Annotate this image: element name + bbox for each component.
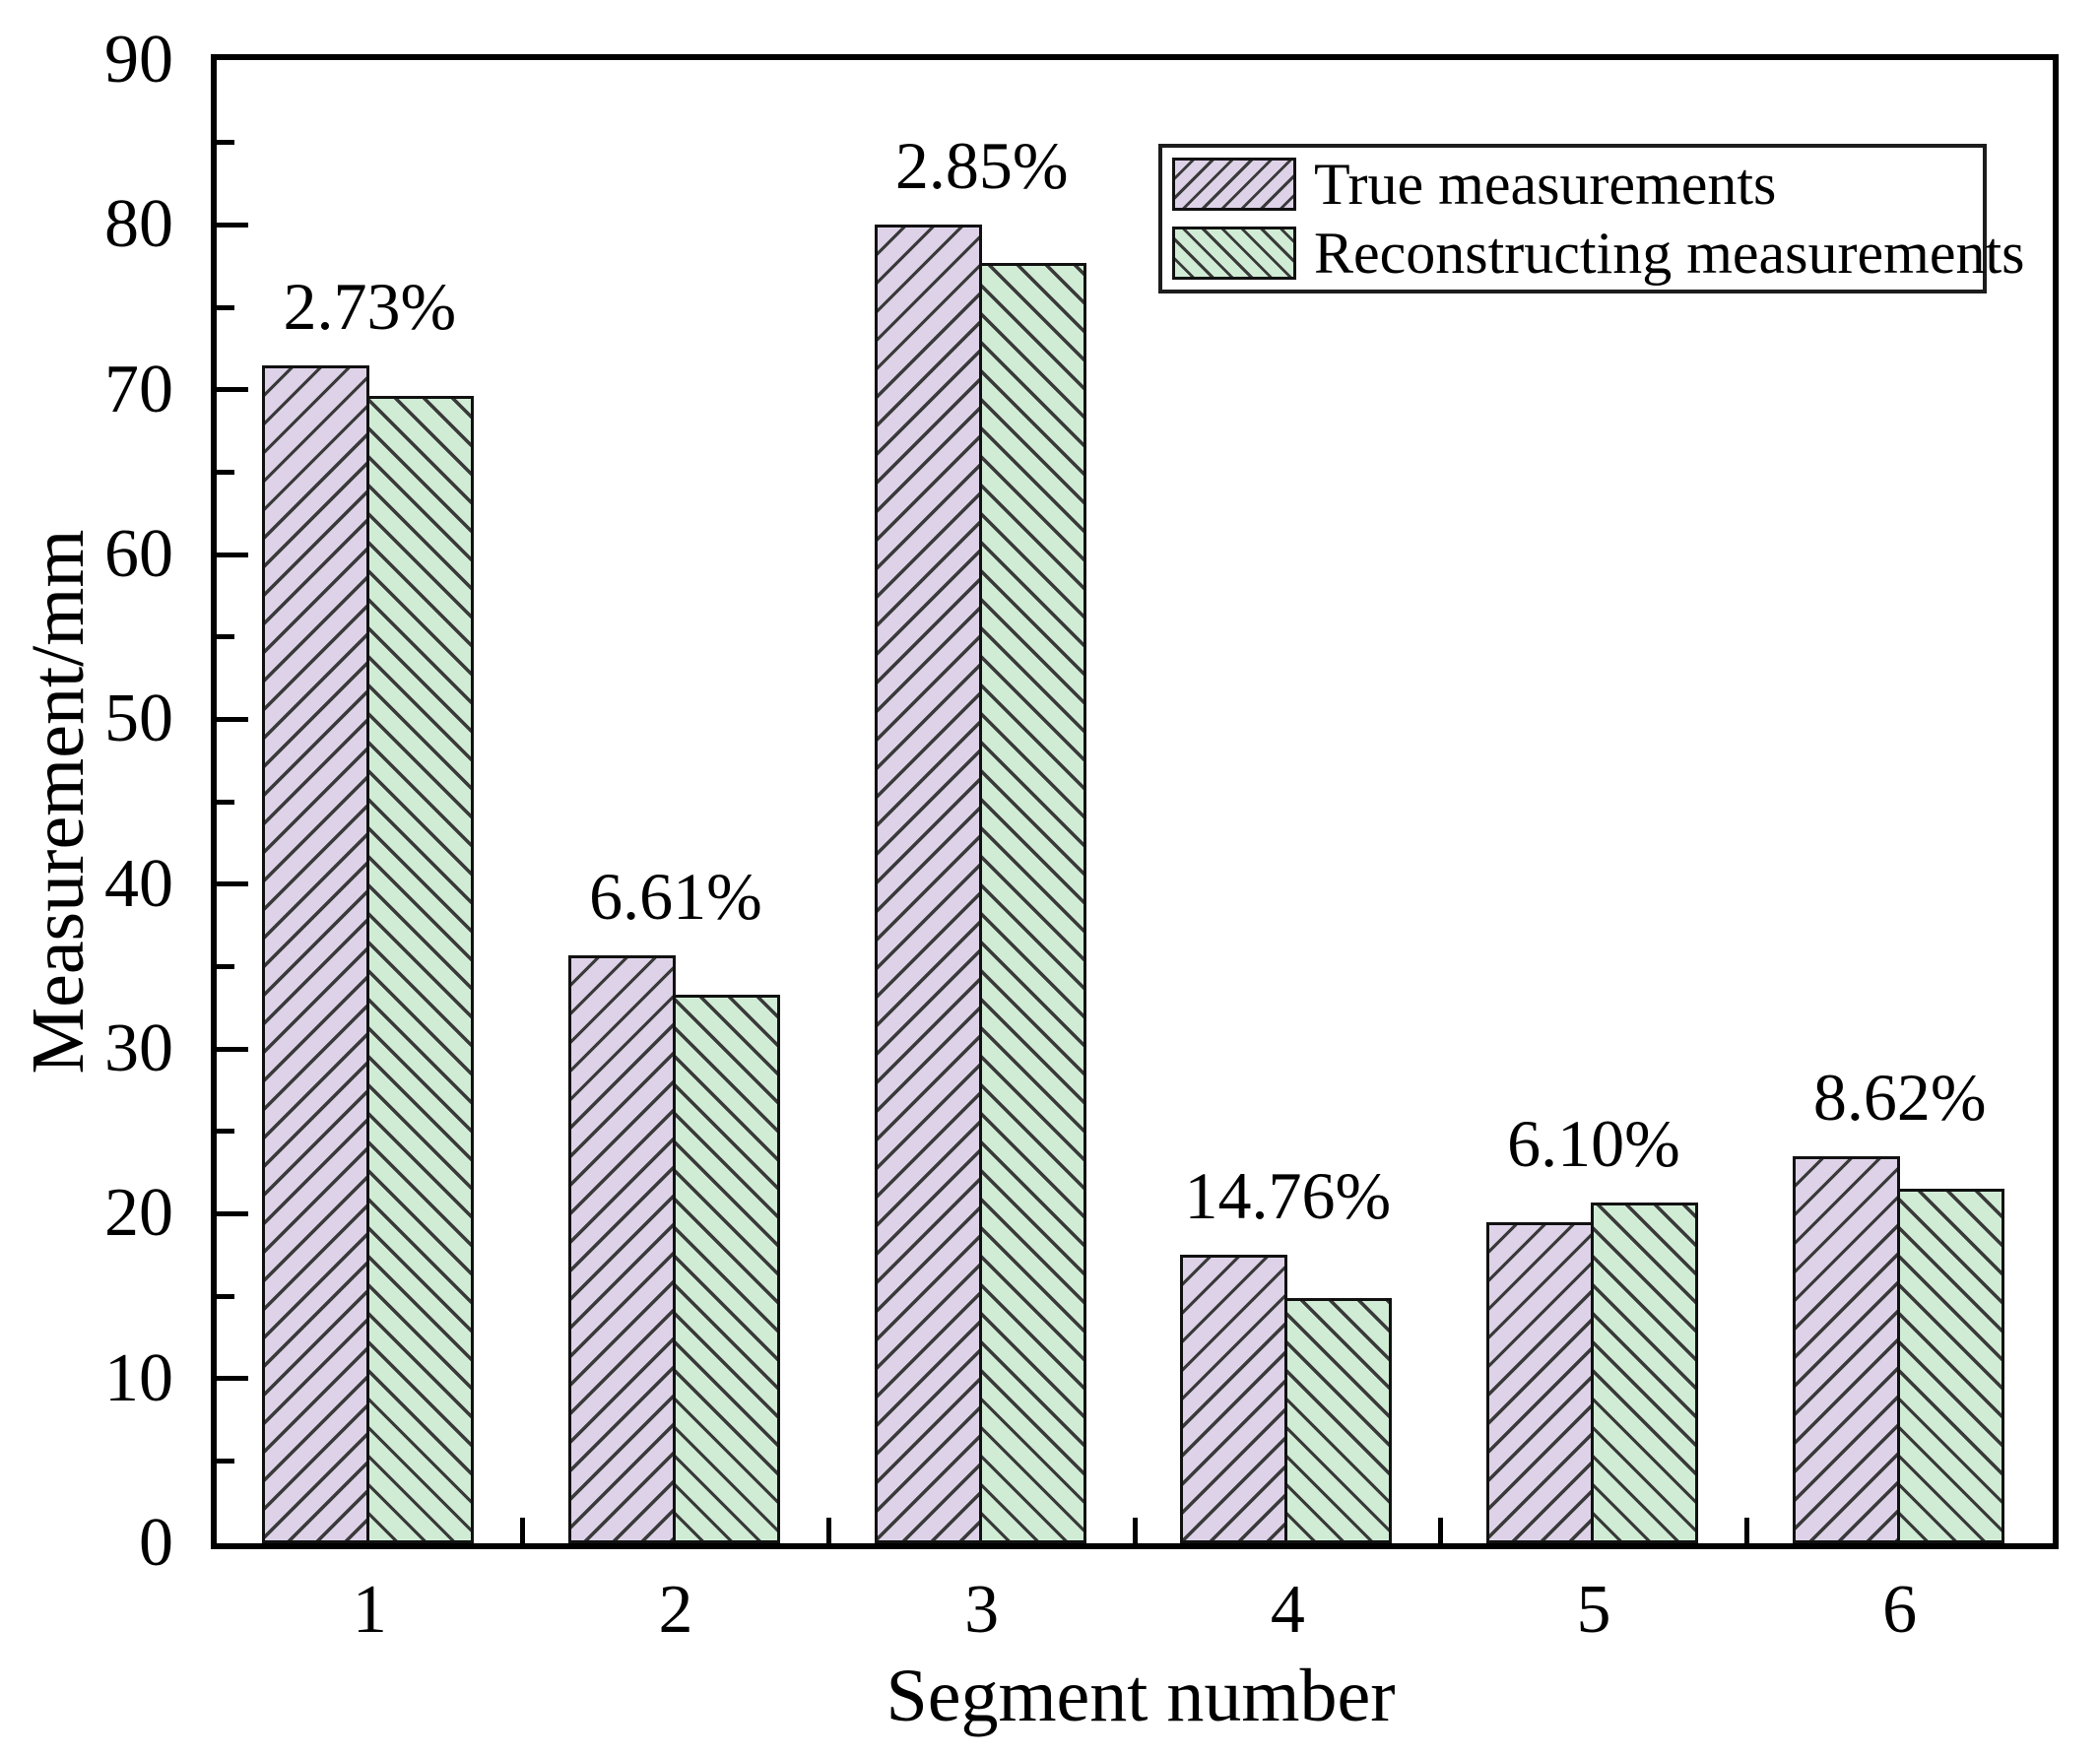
y-tick-label-90: 90 [104, 22, 173, 98]
bar-true-seg5 [1486, 1221, 1594, 1543]
y-tick-label-30: 30 [104, 1010, 173, 1086]
y-axis-title: Measurement/mm [17, 529, 99, 1074]
bar-recon-seg6 [1896, 1189, 2004, 1543]
x-axis-tick [1438, 1518, 1444, 1543]
bar-recon-seg2 [673, 994, 780, 1543]
x-tick-label-5: 5 [1576, 1572, 1611, 1648]
y-tick-label-50: 50 [104, 681, 173, 757]
legend-item-recon: Reconstructing measurements [1172, 224, 2024, 283]
y-axis-minor-tick [217, 634, 234, 640]
bar-recon-seg3 [978, 262, 1086, 1543]
x-tick-label-4: 4 [1270, 1572, 1305, 1648]
y-axis-major-tick [217, 1376, 248, 1382]
y-tick-label-0: 0 [139, 1505, 173, 1581]
y-axis-minor-tick [217, 304, 234, 310]
x-axis-tick [520, 1518, 526, 1543]
bar-true-seg6 [1792, 1155, 1900, 1543]
legend-label-recon: Reconstructing measurements [1314, 221, 2025, 286]
error-annotation-seg5: 6.10% [1507, 1105, 1680, 1181]
y-axis-minor-tick [217, 963, 234, 969]
y-axis-minor-tick [217, 469, 234, 475]
y-axis-minor-tick [217, 1129, 234, 1135]
x-tick-label-1: 1 [352, 1572, 387, 1648]
purple-forward-hatch-swatch [1172, 158, 1296, 211]
error-annotation-seg3: 2.85% [894, 128, 1069, 204]
y-tick-label-60: 60 [104, 516, 173, 592]
bar-recon-seg5 [1591, 1202, 1698, 1543]
plot-area: 2.73% 6.61% 2.85% 14.76% 6.10% 8.62% [211, 54, 2059, 1549]
y-axis-major-tick [217, 881, 248, 887]
error-annotation-seg1: 2.73% [283, 268, 457, 344]
bar-true-seg1 [262, 364, 370, 1543]
bar-true-seg2 [568, 954, 676, 1543]
bar-recon-seg1 [366, 396, 475, 1543]
error-annotation-seg6: 8.62% [1812, 1059, 1987, 1135]
y-axis-minor-tick [217, 1458, 234, 1464]
y-tick-label-80: 80 [104, 186, 173, 263]
error-annotation-seg2: 6.61% [589, 858, 762, 934]
x-axis-tick [1743, 1518, 1749, 1543]
bar-true-seg4 [1180, 1255, 1288, 1543]
x-tick-label-6: 6 [1882, 1572, 1918, 1648]
y-axis-major-tick [217, 552, 248, 557]
legend-item-true: True measurements [1172, 155, 1973, 214]
y-axis-major-tick [217, 1046, 248, 1052]
y-axis-minor-tick [217, 140, 234, 146]
legend-box: True measurements Reconstructing measure… [1158, 144, 2024, 293]
y-axis-major-tick [217, 387, 248, 393]
y-axis-major-tick [217, 716, 248, 722]
error-annotation-seg4: 14.76% [1184, 1158, 1392, 1234]
y-axis-minor-tick [217, 1293, 234, 1299]
y-tick-label-70: 70 [104, 351, 173, 427]
y-tick-label-20: 20 [104, 1175, 173, 1252]
y-axis-major-tick [217, 1210, 248, 1216]
bar-recon-seg4 [1284, 1297, 1393, 1543]
bar-true-seg3 [874, 225, 982, 1543]
y-axis-major-tick [217, 222, 248, 228]
x-axis-tick [825, 1518, 831, 1543]
green-backward-hatch-swatch [1172, 227, 1296, 280]
x-tick-label-3: 3 [964, 1572, 1000, 1648]
y-tick-label-10: 10 [104, 1339, 173, 1416]
legend-label-true: True measurements [1314, 152, 1777, 217]
x-tick-label-2: 2 [658, 1572, 693, 1648]
x-axis-tick [1132, 1518, 1138, 1543]
y-tick-label-40: 40 [104, 845, 173, 922]
y-axis-minor-tick [217, 799, 234, 805]
x-axis-title: Segment number [886, 1655, 1396, 1737]
